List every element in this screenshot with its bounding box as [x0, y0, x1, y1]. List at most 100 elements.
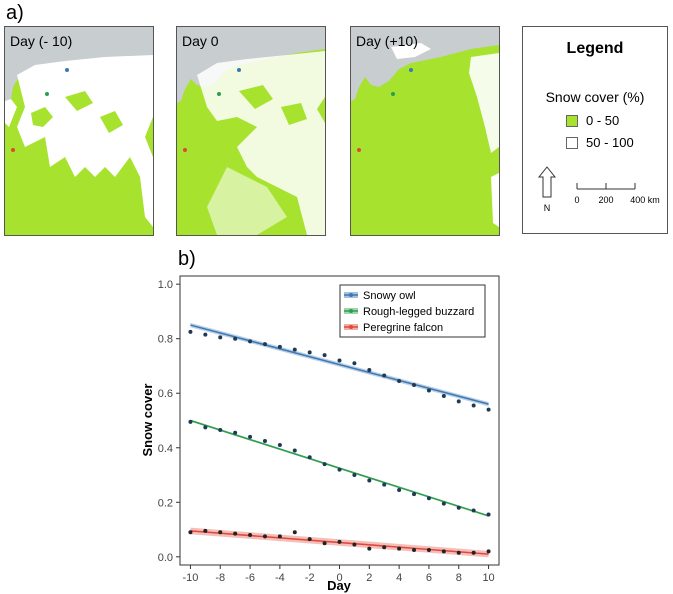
data-point [412, 548, 417, 553]
map-day-0: Day 0 [176, 26, 326, 236]
data-point [486, 549, 491, 554]
legend-item-low-snow: 0 - 50 [566, 113, 619, 128]
fit-line [190, 324, 489, 405]
data-point [248, 434, 253, 439]
map-2-image [177, 27, 325, 235]
data-point [352, 542, 357, 547]
data-point [441, 549, 446, 554]
data-point [218, 428, 223, 433]
data-point [337, 358, 342, 363]
data-point [456, 550, 461, 555]
y-tick-label: 0.0 [158, 552, 173, 564]
data-point [426, 388, 431, 393]
data-point [397, 546, 402, 551]
y-tick-label: 0.6 [158, 388, 173, 400]
fit-line [190, 419, 489, 517]
x-tick-label: -2 [305, 572, 315, 584]
data-point [367, 546, 372, 551]
y-tick-label: 1.0 [158, 279, 173, 291]
data-point [218, 530, 223, 535]
north-scale-graphic: N 0 200 400 km [537, 166, 660, 213]
data-point [218, 335, 223, 340]
x-tick-label: 8 [456, 572, 462, 584]
data-point [456, 505, 461, 510]
north-label: N [544, 203, 551, 213]
data-point [441, 393, 446, 398]
map-3-image [351, 27, 499, 235]
data-point [322, 462, 327, 467]
y-tick-label: 0.2 [158, 497, 173, 509]
confidence-band [190, 419, 489, 518]
map-day-minus-10: Day (- 10) [4, 26, 154, 236]
legend-label: Rough-legged buzzard [363, 306, 474, 318]
data-point [188, 329, 193, 334]
x-tick-label: 6 [426, 572, 432, 584]
data-point [233, 336, 238, 341]
legend-label: Snowy owl [363, 290, 416, 302]
x-tick-label: -10 [182, 572, 198, 584]
north-arrow-icon [537, 166, 557, 198]
scale-label-200: 200 [598, 195, 613, 205]
data-point [203, 332, 208, 337]
x-tick-label: -6 [245, 572, 255, 584]
x-tick-label: -8 [215, 572, 225, 584]
panel-a-label: a) [6, 2, 24, 24]
plot-area [179, 275, 500, 566]
data-point [471, 550, 476, 555]
data-point [456, 399, 461, 404]
y-tick-label: 0.4 [158, 443, 173, 455]
data-point [352, 361, 357, 366]
data-point [382, 373, 387, 378]
data-point [292, 347, 297, 352]
data-point [426, 496, 431, 501]
data-point [262, 342, 267, 347]
legend-swatch-low-snow [566, 114, 578, 127]
data-point [188, 419, 193, 424]
data-point [397, 488, 402, 493]
data-point [262, 534, 267, 539]
data-point [397, 378, 402, 383]
data-point [486, 512, 491, 517]
confidence-band [190, 527, 489, 558]
data-point [188, 530, 193, 535]
legend-label-low-snow: 0 - 50 [586, 113, 620, 128]
x-tick-label: -4 [275, 572, 285, 584]
data-point [292, 448, 297, 453]
x-tick-label: 10 [482, 572, 494, 584]
data-point [441, 501, 446, 506]
data-point [412, 383, 417, 388]
data-point [486, 407, 491, 412]
map-legend: Legend Snow cover (%) 0 - 50 50 - 100 N … [522, 26, 668, 234]
data-point [322, 541, 327, 546]
data-point [262, 438, 267, 443]
chart-legend [339, 284, 486, 338]
data-point [471, 403, 476, 408]
data-point [367, 478, 372, 483]
data-point [203, 425, 208, 430]
legend-item-high-snow: 50 - 100 [566, 135, 634, 150]
confidence-band [190, 322, 489, 407]
data-point [277, 344, 282, 349]
map-legend-subtitle: Snow cover (%) [545, 89, 645, 105]
x-axis-label: Day [327, 578, 352, 593]
y-axis-label: Snow cover [140, 384, 155, 457]
data-point [337, 539, 342, 544]
map-3-title: Day (+10) [356, 33, 418, 49]
x-tick-label: 0 [336, 572, 342, 584]
x-tick-label: 4 [396, 572, 402, 584]
data-point [471, 508, 476, 513]
data-point [307, 350, 312, 355]
data-point [382, 545, 387, 550]
data-point [382, 482, 387, 487]
data-point [426, 548, 431, 553]
data-point [412, 492, 417, 497]
legend-label-high-snow: 50 - 100 [586, 135, 634, 150]
data-point [367, 368, 372, 373]
map-legend-title: Legend [566, 40, 624, 57]
data-point [277, 443, 282, 448]
legend-label: Peregrine falcon [363, 322, 443, 334]
data-point [233, 531, 238, 536]
panel-b-label: b) [178, 248, 196, 270]
scale-label-400: 400 km [630, 195, 660, 205]
data-point [248, 533, 253, 538]
